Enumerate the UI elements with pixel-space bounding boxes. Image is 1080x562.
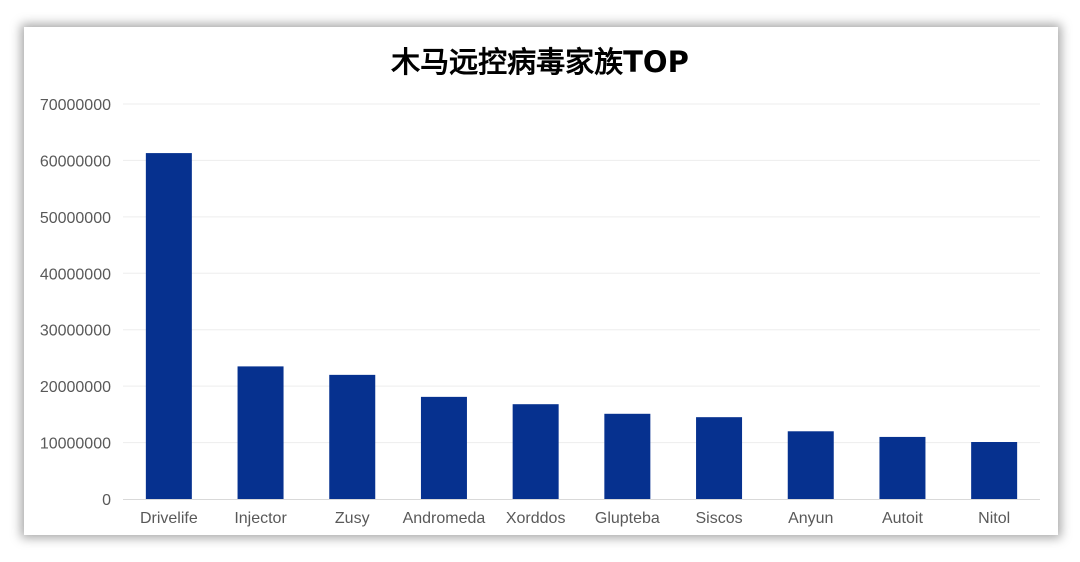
bars: [145, 153, 1018, 500]
x-tick-label: Siscos: [695, 510, 742, 527]
y-axis-ticks: 0 10000000 20000000 30000000 40000000 5000000…: [40, 97, 111, 509]
bar-xorddos: [512, 404, 559, 499]
x-tick-label: Andromeda: [403, 510, 486, 527]
y-tick-label: 20000000: [40, 379, 111, 396]
x-tick-label: Xorddos: [506, 510, 566, 527]
y-tick-label: 30000000: [40, 323, 111, 340]
bar-glupteba: [604, 413, 651, 499]
x-tick-label: Anyun: [788, 510, 833, 527]
x-tick-label: Nitol: [978, 510, 1010, 527]
bar-drivelife: [145, 153, 192, 500]
bar-anyun: [787, 431, 834, 499]
y-tick-label: 70000000: [40, 97, 111, 114]
y-tick-label: 0: [102, 492, 111, 509]
x-tick-label: Glupteba: [595, 510, 660, 527]
x-tick-label: Zusy: [335, 510, 370, 527]
y-tick-label: 40000000: [40, 266, 111, 283]
y-tick-label: 50000000: [40, 210, 111, 227]
bar-injector: [237, 366, 284, 499]
x-tick-label: Autoit: [882, 510, 923, 527]
y-tick-label: 60000000: [40, 153, 111, 170]
x-tick-label: Injector: [234, 510, 287, 527]
x-tick-label: Drivelife: [140, 510, 198, 527]
bar-andromeda: [420, 396, 467, 499]
bar-zusy: [329, 374, 376, 499]
chart-title: 木马远控病毒家族TOP: [390, 45, 689, 79]
bar-autoit: [879, 436, 926, 499]
bar-nitol: [971, 442, 1018, 499]
y-tick-label: 10000000: [40, 436, 111, 453]
x-axis-ticks: Drivelife Injector Zusy Andromeda Xorddos Glu…: [140, 510, 1010, 527]
bar-siscos: [696, 417, 743, 499]
